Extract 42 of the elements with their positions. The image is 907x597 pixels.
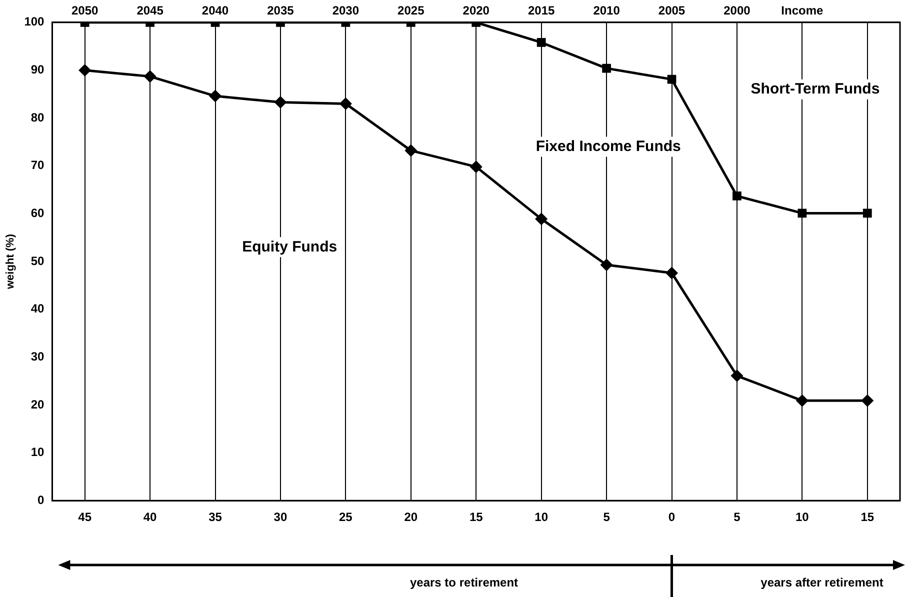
y-tick-label: 70 (30, 158, 45, 172)
annotation: Fixed Income Funds (536, 138, 681, 155)
y-tick-label: 10 (30, 445, 45, 460)
x2-tick-label: 2025 (398, 4, 425, 18)
x2-tick-label: 2030 (332, 4, 360, 18)
x2-tick-label: 2000 (724, 4, 751, 18)
text: years after retirement (760, 575, 884, 590)
x2-tick-label: 2040 (202, 4, 229, 18)
x-tick-label: 30 (274, 510, 288, 524)
x-tick-label: 15 (469, 510, 484, 524)
x-tick-label: 20 (404, 510, 418, 524)
y-tick-label: 30 (30, 349, 45, 364)
annotation: Equity Funds (242, 238, 338, 256)
y-tick-label: 60 (30, 206, 45, 220)
x-tick-label: 15 (860, 510, 874, 524)
x-tick-label: 0 (668, 510, 676, 524)
x2-tick-label: 2015 (528, 4, 555, 18)
y-tick-label: 100 (24, 14, 45, 29)
y-axis-title: weight (%) (4, 234, 17, 290)
x-tick-label: 5 (734, 510, 741, 524)
y-tick-label: 50 (30, 254, 45, 268)
x2-tick-label: Income (781, 4, 824, 18)
x-tick-label: 5 (603, 510, 610, 524)
x-tick-label: 10 (796, 510, 810, 524)
annotation: Short-Term Funds (750, 80, 880, 98)
y-tick-label: 80 (30, 110, 45, 124)
x-tick-label: 45 (78, 510, 92, 524)
x-tick-label: 40 (143, 510, 158, 524)
y-tick-label: 90 (30, 62, 45, 77)
x-tick-label: 35 (208, 510, 222, 524)
x2-tick-label: 2045 (136, 4, 164, 18)
x-tick-label: 25 (339, 510, 353, 524)
x2-tick-label: 2035 (267, 4, 294, 18)
y-tick-label: 0 (38, 492, 45, 507)
x2-tick-label: 2020 (462, 4, 490, 18)
text: years to retirement (410, 575, 518, 590)
x2-tick-label: 2005 (658, 4, 686, 18)
x-tick-label: 10 (534, 510, 548, 524)
x2-tick-label: 2010 (593, 4, 620, 18)
y-tick-label: 40 (30, 302, 45, 316)
x2-tick-label: 2050 (71, 4, 98, 18)
y-tick-label: 20 (30, 397, 45, 412)
